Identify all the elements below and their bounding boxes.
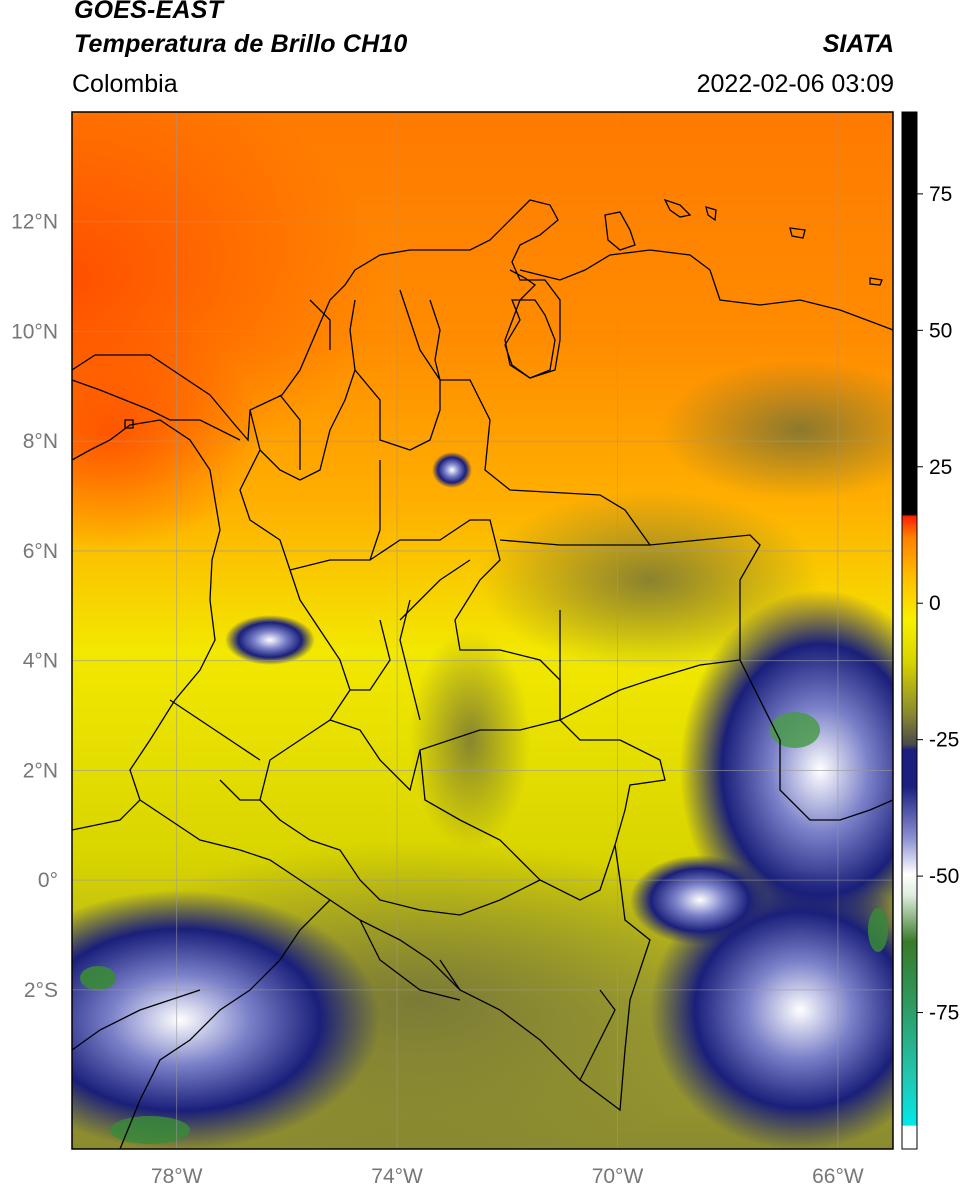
satellite-title: GOES-EAST — [74, 0, 224, 24]
cold-cloud-pacific — [225, 615, 315, 665]
colorbar-tick-label: 50 — [929, 319, 952, 342]
lat-tick-label: 10°N — [11, 320, 58, 343]
colorbar-tick-label: 0 — [929, 592, 941, 615]
cold-cloud-north — [432, 452, 472, 488]
borders-layer — [72, 198, 893, 1149]
lon-tick-label: 74°W — [371, 1165, 423, 1188]
gridlines — [72, 112, 893, 1149]
colorbar-tick-label: -75 — [929, 1002, 959, 1025]
lat-tick-label: 4°N — [23, 650, 58, 673]
lat-tick-label: 12°N — [11, 211, 58, 234]
product-title: Temperatura de Brillo CH10 — [74, 30, 408, 58]
colorbar-tick-label: -25 — [929, 729, 959, 752]
ecuador-peru-border — [119, 899, 331, 1149]
longitude-labels: 78°W 74°W 70°W 66°W — [151, 1165, 864, 1188]
dept-9 — [419, 749, 616, 901]
panama-coast — [72, 419, 221, 831]
colorbar-tick-label: 75 — [929, 183, 952, 206]
colorbar-tick-label: -50 — [929, 865, 959, 888]
dept-15 — [279, 299, 441, 470]
dept-1 — [249, 299, 356, 481]
panama-pacific — [72, 379, 241, 441]
lon-tick-label: 78°W — [151, 1165, 203, 1188]
aruba — [663, 198, 692, 218]
lat-tick-label: 8°N — [23, 430, 58, 453]
peru-coast — [72, 989, 201, 1051]
colorbar-ticks: 75 50 25 0 -25 -50 -75 — [917, 183, 959, 1025]
colorbar-frame — [901, 111, 918, 1150]
san-andres — [124, 419, 134, 429]
dept-8 — [329, 719, 620, 792]
dept-3 — [239, 449, 381, 571]
dept-4 — [369, 519, 561, 720]
green-core-far-east — [868, 908, 888, 952]
dept-5 — [499, 539, 650, 546]
venezuela-coast — [519, 249, 893, 331]
lat-tick-label: 6°N — [23, 540, 58, 563]
colombia-peru-border — [139, 799, 581, 1081]
colorbar-tick-label: 25 — [929, 456, 952, 479]
lon-tick-label: 70°W — [592, 1165, 644, 1188]
lat-tick-label: 2°S — [24, 979, 58, 1002]
map-frame — [71, 111, 894, 1150]
green-core-sw — [80, 966, 116, 990]
region-label: Colombia — [72, 70, 178, 98]
colombia-venezuela-border — [440, 379, 893, 821]
colombia-brazil-border — [579, 739, 666, 1112]
cold-cloud-east — [680, 590, 893, 950]
lake-maracaibo — [504, 299, 556, 379]
olive-patch-center — [410, 630, 530, 850]
bonaire — [705, 206, 717, 222]
green-core-east — [770, 712, 820, 748]
lat-tick-label: 2°N — [23, 759, 58, 782]
dept-12 — [350, 599, 421, 721]
cold-cloud-southwest — [72, 890, 380, 1149]
dept-13 — [399, 559, 471, 621]
margarita — [789, 227, 806, 239]
olive-patch-ne — [660, 360, 893, 500]
lon-tick-label: 66°W — [812, 1165, 864, 1188]
imagery-layer — [72, 112, 893, 1149]
colorbar: 75 50 25 0 -25 -50 -75 — [901, 111, 959, 1150]
green-core-south — [110, 1116, 190, 1144]
cold-cloud-small — [630, 855, 770, 945]
curacao — [604, 211, 636, 251]
olive-patch-east — [480, 490, 820, 670]
dept-11 — [169, 699, 261, 801]
latitude-labels: 12°N 10°N 8°N 6°N 4°N 2°N 0° 2°S — [11, 211, 58, 1002]
island-sa — [869, 277, 883, 286]
organization-label: SIATA — [822, 30, 894, 58]
lat-tick-label: 0° — [38, 869, 58, 892]
dept-10 — [259, 799, 541, 916]
dept-2 — [354, 289, 441, 451]
timestamp-label: 2022-02-06 03:09 — [696, 70, 894, 98]
dept-14 — [359, 919, 461, 1001]
colorbar-ramp — [902, 112, 917, 1149]
